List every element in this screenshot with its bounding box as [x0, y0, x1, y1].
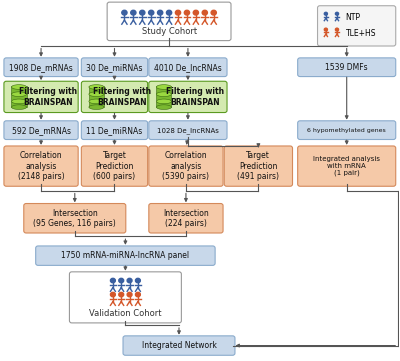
Ellipse shape — [12, 85, 26, 89]
FancyBboxPatch shape — [298, 121, 396, 139]
Ellipse shape — [156, 99, 172, 104]
Circle shape — [110, 278, 115, 283]
Circle shape — [336, 28, 338, 31]
FancyBboxPatch shape — [12, 93, 26, 100]
Text: 1539 DMFs: 1539 DMFs — [325, 63, 368, 72]
FancyBboxPatch shape — [36, 246, 215, 265]
Text: Filtering with
BRAINSPAN: Filtering with BRAINSPAN — [19, 87, 77, 106]
Text: 1750 mRNA-miRNA-lncRNA panel: 1750 mRNA-miRNA-lncRNA panel — [61, 251, 190, 260]
Text: Filtering with
BRAINSPAN: Filtering with BRAINSPAN — [166, 87, 224, 106]
FancyBboxPatch shape — [70, 272, 181, 323]
Circle shape — [175, 10, 181, 15]
Circle shape — [119, 292, 124, 297]
Circle shape — [127, 278, 132, 283]
Circle shape — [184, 10, 190, 15]
FancyBboxPatch shape — [149, 204, 223, 233]
Ellipse shape — [156, 105, 172, 109]
Circle shape — [158, 10, 163, 15]
Text: 30 De_miRNAs: 30 De_miRNAs — [86, 63, 143, 72]
FancyBboxPatch shape — [4, 58, 78, 77]
FancyBboxPatch shape — [4, 81, 78, 113]
Circle shape — [140, 10, 145, 15]
FancyBboxPatch shape — [24, 204, 126, 233]
FancyBboxPatch shape — [12, 101, 26, 107]
Circle shape — [202, 10, 208, 15]
Text: TLE+HS: TLE+HS — [346, 29, 376, 38]
Text: Correlation
analysis
(5390 pairs): Correlation analysis (5390 pairs) — [162, 151, 210, 181]
Text: 592 De_mRNAs: 592 De_mRNAs — [12, 126, 70, 135]
Text: Integrated analysis
with mRNA
(1 pair): Integrated analysis with mRNA (1 pair) — [313, 156, 380, 177]
Circle shape — [148, 10, 154, 15]
FancyBboxPatch shape — [12, 86, 26, 93]
FancyBboxPatch shape — [81, 121, 148, 139]
FancyBboxPatch shape — [149, 81, 227, 113]
FancyBboxPatch shape — [81, 58, 148, 77]
Circle shape — [166, 10, 172, 15]
Text: Correlation
analysis
(2148 pairs): Correlation analysis (2148 pairs) — [18, 151, 64, 181]
Ellipse shape — [89, 85, 104, 89]
Circle shape — [336, 12, 338, 15]
Text: Filtering with
BRAINSPAN: Filtering with BRAINSPAN — [92, 87, 151, 106]
Circle shape — [119, 278, 124, 283]
Ellipse shape — [12, 105, 26, 109]
Text: Target
Prediction
(491 pairs): Target Prediction (491 pairs) — [237, 151, 279, 181]
Text: 4010 De_lncRNAs: 4010 De_lncRNAs — [154, 63, 222, 72]
Ellipse shape — [89, 105, 104, 109]
Text: NTP: NTP — [346, 13, 361, 22]
Ellipse shape — [156, 92, 172, 96]
Ellipse shape — [89, 92, 104, 96]
Circle shape — [131, 10, 136, 15]
FancyBboxPatch shape — [156, 86, 172, 93]
Circle shape — [136, 278, 140, 283]
Text: Validation Cohort: Validation Cohort — [89, 309, 162, 318]
FancyBboxPatch shape — [89, 86, 104, 93]
FancyBboxPatch shape — [156, 101, 172, 107]
Ellipse shape — [156, 85, 172, 89]
Text: 1908 De_mRNAs: 1908 De_mRNAs — [9, 63, 73, 72]
FancyBboxPatch shape — [89, 101, 104, 107]
Text: Intersection
(95 Genes, 116 pairs): Intersection (95 Genes, 116 pairs) — [34, 209, 116, 228]
FancyBboxPatch shape — [298, 146, 396, 186]
Ellipse shape — [12, 92, 26, 96]
FancyBboxPatch shape — [149, 58, 227, 77]
Text: Study Cohort: Study Cohort — [142, 27, 197, 36]
FancyBboxPatch shape — [224, 146, 292, 186]
FancyBboxPatch shape — [81, 146, 148, 186]
Circle shape — [324, 28, 328, 31]
FancyBboxPatch shape — [318, 6, 396, 46]
Circle shape — [136, 292, 140, 297]
FancyBboxPatch shape — [149, 121, 227, 139]
Circle shape — [110, 292, 115, 297]
Text: Intersection
(224 pairs): Intersection (224 pairs) — [163, 209, 209, 228]
FancyBboxPatch shape — [123, 336, 235, 355]
FancyBboxPatch shape — [89, 93, 104, 100]
FancyBboxPatch shape — [156, 93, 172, 100]
Ellipse shape — [89, 99, 104, 104]
Circle shape — [324, 12, 328, 15]
Circle shape — [211, 10, 216, 15]
FancyBboxPatch shape — [4, 121, 78, 139]
FancyBboxPatch shape — [81, 81, 148, 113]
Circle shape — [193, 10, 198, 15]
Ellipse shape — [12, 99, 26, 104]
FancyBboxPatch shape — [107, 2, 231, 40]
Circle shape — [127, 292, 132, 297]
Circle shape — [122, 10, 127, 15]
Text: 1028 De_lncRNAs: 1028 De_lncRNAs — [157, 127, 219, 134]
Text: 6 hypomethylated genes: 6 hypomethylated genes — [307, 128, 386, 132]
FancyBboxPatch shape — [298, 58, 396, 77]
Text: Target
Prediction
(600 pairs): Target Prediction (600 pairs) — [94, 151, 136, 181]
Text: 11 De_miRNAs: 11 De_miRNAs — [86, 126, 143, 135]
Text: Integrated Network: Integrated Network — [142, 341, 216, 350]
FancyBboxPatch shape — [4, 146, 78, 186]
FancyBboxPatch shape — [149, 146, 223, 186]
